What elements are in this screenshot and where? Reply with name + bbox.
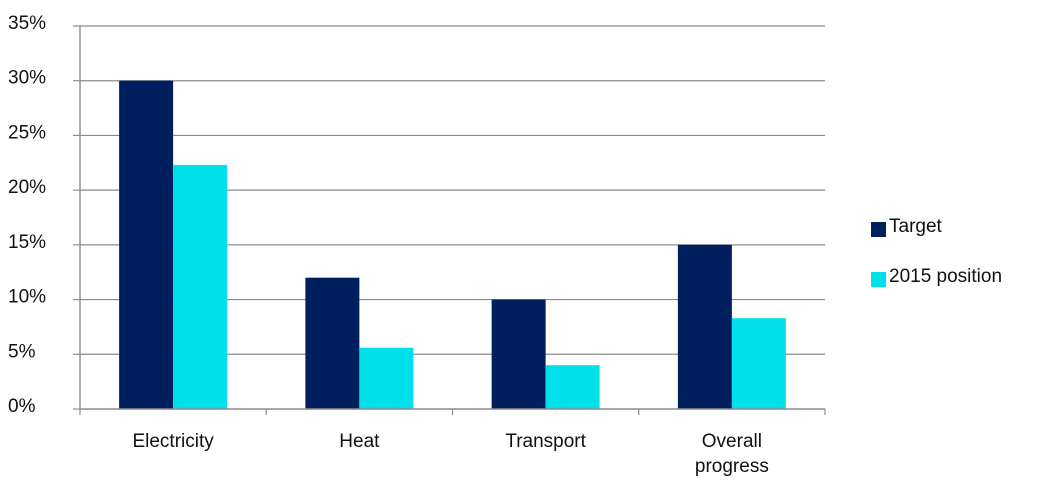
bar-2015-position-heat — [359, 347, 414, 409]
x-category-label: Overall progress — [695, 431, 769, 477]
x-category-label: Heat — [339, 431, 380, 452]
bar-target-heat — [305, 277, 360, 409]
legend-label: 2015 position — [889, 266, 1002, 287]
y-tick-label: 10% — [8, 287, 46, 308]
y-tick-label: 15% — [8, 232, 46, 253]
y-tick-label: 35% — [8, 13, 46, 34]
x-category-label: Electricity — [132, 431, 214, 452]
y-tick-label: 0% — [8, 396, 36, 417]
legend-label: Target — [889, 216, 943, 237]
y-tick-label: 5% — [8, 341, 36, 362]
x-category-label: Transport — [505, 431, 586, 452]
bar-2015-position-electricity — [173, 164, 228, 409]
legend-swatch — [871, 272, 886, 287]
bar-target-overall-progress — [677, 244, 732, 409]
y-tick-label: 20% — [8, 177, 46, 198]
legend-swatch — [871, 222, 886, 237]
y-tick-label: 30% — [8, 68, 46, 89]
legend: Target 2015 position — [871, 216, 1002, 287]
y-tick-label: 25% — [8, 122, 46, 143]
axes — [73, 25, 826, 415]
x-axis-category-labels: Electricity Heat Transport Overall progress — [132, 431, 768, 477]
bar-target-transport — [491, 299, 546, 409]
bar-target-electricity — [119, 80, 174, 409]
y-axis-tick-labels: 0% 5% 10% 15% 20% 25% 30% 35% — [8, 13, 46, 417]
bar-2015-position-transport — [545, 365, 600, 409]
bars — [119, 80, 786, 409]
bar-2015-position-overall-progress — [731, 318, 786, 409]
